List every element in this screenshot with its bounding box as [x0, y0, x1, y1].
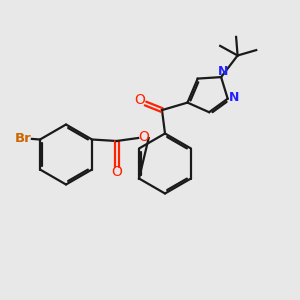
Text: N: N: [229, 91, 239, 104]
Text: O: O: [135, 93, 146, 107]
Text: O: O: [138, 130, 149, 144]
Text: N: N: [218, 65, 228, 78]
Text: O: O: [111, 165, 122, 179]
Text: Br: Br: [15, 131, 32, 145]
